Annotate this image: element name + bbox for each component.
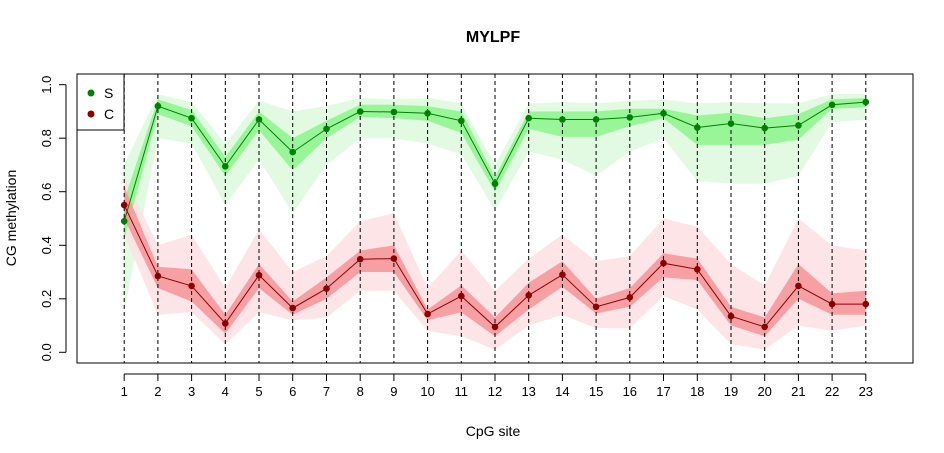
point-s-3 xyxy=(188,114,195,122)
point-c-2 xyxy=(154,272,162,280)
x-tick-label: 18 xyxy=(690,384,704,399)
x-tick-label: 17 xyxy=(656,384,670,399)
point-c-6 xyxy=(289,304,297,312)
point-s-11 xyxy=(458,117,465,125)
point-c-17 xyxy=(660,259,667,267)
x-tick-label: 7 xyxy=(323,384,330,399)
point-s-4 xyxy=(222,163,229,170)
point-s-19 xyxy=(727,120,735,127)
point-c-20 xyxy=(761,323,768,331)
legend-label-s: S xyxy=(104,85,113,101)
legend-label-c: C xyxy=(104,106,114,122)
point-s-20 xyxy=(761,124,768,132)
point-c-23 xyxy=(862,300,870,308)
point-s-16 xyxy=(626,114,634,121)
point-c-13 xyxy=(525,292,532,299)
point-s-21 xyxy=(795,122,802,129)
point-c-14 xyxy=(559,271,566,279)
point-c-5 xyxy=(255,271,263,279)
chart-title: MYLPF xyxy=(466,29,520,46)
x-tick-label: 5 xyxy=(255,384,262,399)
point-c-4 xyxy=(222,320,229,327)
x-tick-label: 1 xyxy=(121,384,128,399)
x-tick-label: 19 xyxy=(724,384,738,399)
point-c-1 xyxy=(120,201,128,209)
y-tick-label: 0.6 xyxy=(39,183,54,201)
x-tick-label: 13 xyxy=(521,384,535,399)
point-s-8 xyxy=(356,108,364,115)
y-tick-label: 0.2 xyxy=(39,290,54,308)
y-axis: 0.0 0.2 0.4 0.6 0.8 1.0 xyxy=(39,76,67,361)
point-c-22 xyxy=(828,300,836,308)
x-tick-label: 14 xyxy=(555,384,569,399)
x-axis: 1 2 3 4 5 6 7 8 9 10 11 12 13 14 15 16 17 18 19 20 21 22 23 xyxy=(121,373,873,399)
point-s-7 xyxy=(323,125,330,133)
x-tick-label: 4 xyxy=(222,384,229,399)
x-tick-label: 16 xyxy=(623,384,637,399)
y-tick-label: 0.8 xyxy=(39,129,54,147)
x-axis-title: CpG site xyxy=(466,423,521,439)
y-tick-label: 1.0 xyxy=(39,76,54,94)
point-s-10 xyxy=(424,110,431,117)
legend-marker-s xyxy=(87,89,95,97)
point-c-10 xyxy=(424,310,431,318)
y-tick-label: 0.0 xyxy=(39,343,54,361)
point-c-21 xyxy=(795,282,802,290)
point-c-18 xyxy=(694,266,701,273)
x-tick-label: 12 xyxy=(488,384,502,399)
legend-marker-c xyxy=(87,110,95,118)
point-c-16 xyxy=(626,294,634,301)
point-c-12 xyxy=(491,323,499,331)
point-c-7 xyxy=(323,285,330,292)
point-c-3 xyxy=(188,282,195,290)
point-s-17 xyxy=(660,110,667,117)
point-s-5 xyxy=(255,116,263,123)
point-c-19 xyxy=(727,312,735,320)
x-tick-label: 10 xyxy=(420,384,434,399)
legend: S C xyxy=(76,73,125,131)
point-s-12 xyxy=(491,180,499,187)
x-tick-label: 6 xyxy=(289,384,296,399)
x-tick-label: 15 xyxy=(589,384,603,399)
x-tick-label: 21 xyxy=(791,384,805,399)
inner-band-s xyxy=(124,98,866,240)
point-s-9 xyxy=(390,108,398,116)
x-tick-label: 22 xyxy=(825,384,839,399)
x-tick-label: 23 xyxy=(859,384,873,399)
point-s-6 xyxy=(289,148,297,156)
point-s-23 xyxy=(862,98,870,106)
point-s-14 xyxy=(559,116,566,123)
y-tick-label: 0.4 xyxy=(39,236,54,254)
series-points xyxy=(120,98,870,331)
legend-box xyxy=(76,73,125,131)
y-axis-title: CG methylation xyxy=(3,170,19,266)
x-tick-label: 20 xyxy=(757,384,771,399)
x-tick-label: 8 xyxy=(357,384,364,399)
x-tick-label: 9 xyxy=(390,384,397,399)
point-c-9 xyxy=(390,255,398,262)
x-tick-label: 2 xyxy=(154,384,161,399)
plot-frame xyxy=(76,73,914,364)
point-s-22 xyxy=(828,101,836,109)
x-tick-label: 11 xyxy=(455,384,469,399)
x-tick-label: 3 xyxy=(188,384,195,399)
point-s-18 xyxy=(694,124,701,131)
point-s-13 xyxy=(525,114,532,122)
point-s-1 xyxy=(120,217,128,225)
point-s-15 xyxy=(592,116,600,123)
point-c-8 xyxy=(356,255,364,263)
point-c-15 xyxy=(592,303,600,311)
point-s-2 xyxy=(154,102,162,110)
point-c-11 xyxy=(458,292,465,300)
